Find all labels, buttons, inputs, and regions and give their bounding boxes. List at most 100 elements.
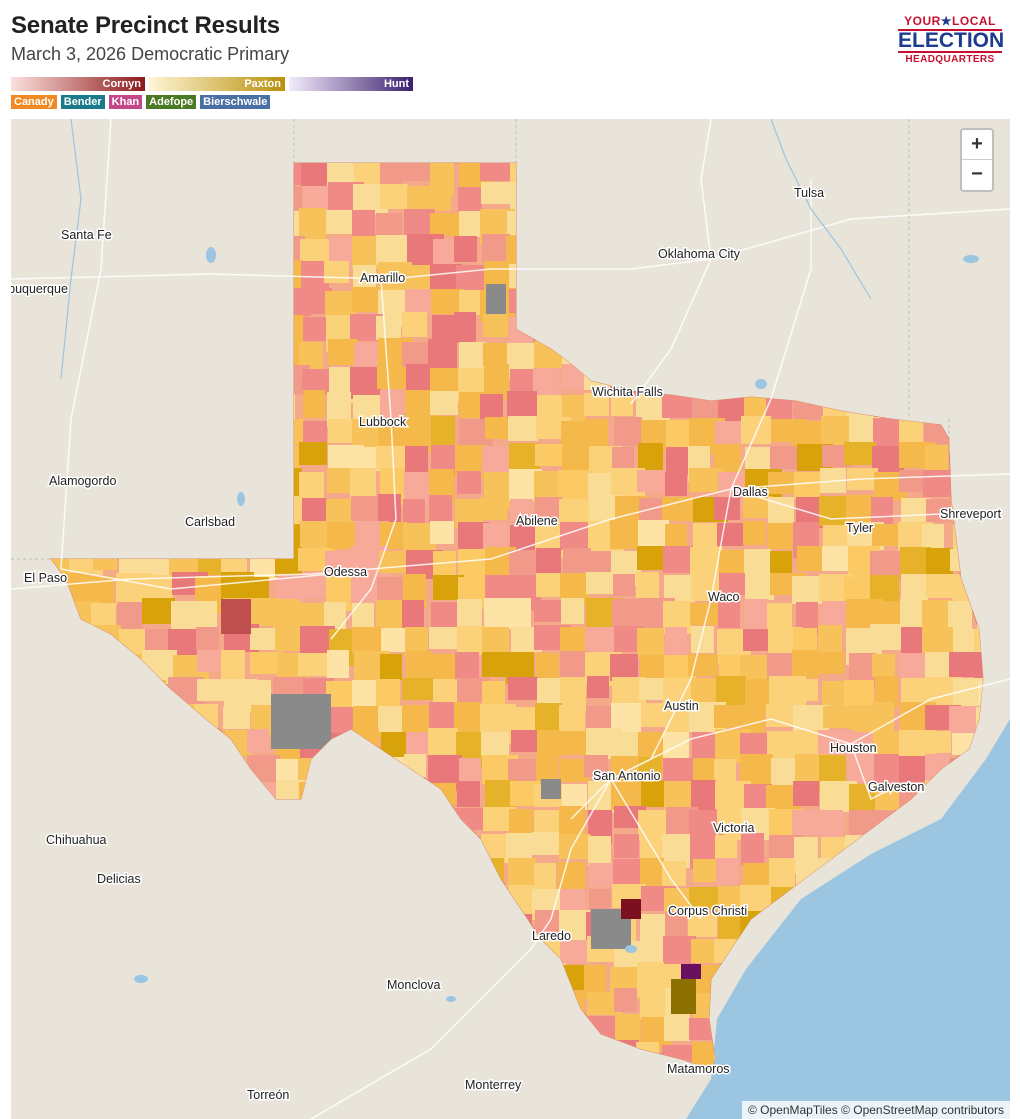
precinct-cell bbox=[147, 444, 178, 476]
precinct-cell bbox=[926, 499, 959, 522]
precinct-cell bbox=[171, 991, 198, 1020]
legend-chip-bierschwale: Bierschwale bbox=[200, 95, 271, 109]
map-canvas[interactable]: Santa Fe Albuquerque Tulsa Oklahoma City Ama… bbox=[11, 119, 1010, 1119]
precinct-cell bbox=[821, 163, 851, 189]
precinct-cell bbox=[871, 263, 900, 285]
precinct-cell bbox=[51, 704, 68, 739]
precinct-cell bbox=[454, 312, 476, 343]
precinct-cell bbox=[588, 836, 611, 866]
precinct-cell bbox=[796, 369, 822, 392]
precinct-cell bbox=[664, 366, 692, 391]
precinct-cell bbox=[562, 784, 587, 810]
precinct-cell bbox=[922, 524, 944, 552]
precinct-cell bbox=[664, 1016, 690, 1041]
precinct-cell bbox=[51, 419, 69, 449]
precinct-cell bbox=[534, 234, 560, 266]
precinct-cell bbox=[277, 260, 303, 290]
map-attribution[interactable]: © OpenMapTiles © OpenStreetMap contribut… bbox=[741, 1101, 1010, 1119]
city-label: Houston bbox=[830, 741, 877, 755]
precinct-cell bbox=[121, 208, 156, 240]
precinct-cell bbox=[65, 338, 93, 373]
precinct-cell bbox=[429, 495, 452, 523]
precinct-cell bbox=[173, 704, 195, 738]
legend-ramp-label: Cornyn bbox=[102, 78, 142, 90]
precinct-cell bbox=[303, 885, 331, 908]
precinct-cell bbox=[922, 366, 946, 390]
precinct-cell bbox=[303, 390, 325, 418]
precinct-cell bbox=[249, 937, 274, 966]
precinct-cell bbox=[610, 654, 638, 681]
precinct-cell bbox=[51, 886, 74, 912]
precinct-cell bbox=[354, 163, 385, 184]
precinct-cell bbox=[949, 287, 983, 318]
precinct-cell bbox=[51, 444, 68, 467]
precinct-cell bbox=[328, 938, 360, 970]
precinct-cell bbox=[51, 342, 65, 364]
precinct-cell bbox=[376, 1041, 404, 1063]
precinct-cell bbox=[741, 313, 778, 349]
precinct-cell bbox=[481, 1042, 513, 1069]
city-label: Dallas bbox=[733, 485, 768, 499]
precinct-cell bbox=[326, 1044, 349, 1068]
map-svg[interactable]: Santa Fe Albuquerque Tulsa Oklahoma City Ama… bbox=[11, 119, 1010, 1119]
precinct-cell bbox=[743, 496, 772, 518]
precinct-cell bbox=[536, 756, 558, 785]
precinct-cell bbox=[198, 339, 229, 374]
precinct-cell bbox=[298, 1018, 324, 1041]
precinct-cell bbox=[561, 212, 593, 234]
precinct-cell bbox=[844, 186, 876, 214]
precinct-cell bbox=[92, 911, 125, 940]
precinct-cell bbox=[51, 627, 65, 649]
precinct-cell bbox=[458, 1014, 488, 1045]
precinct-cell bbox=[121, 163, 144, 190]
precinct-cell bbox=[771, 342, 794, 374]
precinct-cell bbox=[584, 264, 612, 288]
precinct-cell bbox=[636, 1042, 659, 1067]
precinct-cell bbox=[485, 417, 514, 439]
precinct-cell bbox=[64, 886, 96, 913]
precinct-cell bbox=[93, 653, 128, 677]
precinct-cell bbox=[145, 315, 177, 346]
precinct-cell bbox=[51, 524, 63, 546]
precinct-cell bbox=[275, 547, 302, 577]
precinct-cell bbox=[457, 861, 483, 892]
precinct-cell bbox=[94, 1014, 130, 1051]
precinct-cell bbox=[532, 832, 559, 855]
precinct-cell bbox=[743, 521, 766, 545]
city-label: Oklahoma City bbox=[658, 247, 741, 261]
precinct-cell bbox=[67, 706, 102, 741]
precinct-cell bbox=[92, 313, 126, 339]
zoom-out-button[interactable]: − bbox=[971, 163, 983, 185]
precinct-cell bbox=[689, 887, 719, 910]
rivers bbox=[60, 119, 872, 380]
precinct-cell bbox=[118, 988, 143, 1023]
precinct-cell bbox=[822, 445, 851, 467]
brand-logo[interactable]: YOUR★LOCAL ELECTION HEADQUARTERS bbox=[898, 14, 1004, 65]
precinct-cell bbox=[927, 261, 949, 289]
precinct-cell bbox=[688, 187, 725, 209]
precinct-cell bbox=[667, 163, 701, 189]
precinct-cell bbox=[170, 261, 202, 284]
precinct-cell bbox=[117, 602, 143, 633]
precinct-cell bbox=[689, 260, 724, 288]
precinct-cell bbox=[402, 312, 427, 337]
zoom-in-button[interactable]: + bbox=[962, 130, 992, 160]
precinct-cell bbox=[689, 1018, 717, 1040]
precinct-cell bbox=[743, 629, 772, 651]
precinct-cell bbox=[535, 186, 568, 219]
city-labels: Santa Fe Albuquerque Tulsa Oklahoma City Ama… bbox=[11, 185, 1003, 1104]
precinct-cell bbox=[222, 757, 246, 793]
precinct-cell bbox=[769, 858, 795, 888]
precinct-cell bbox=[328, 807, 350, 842]
precinct-cell bbox=[195, 758, 226, 791]
precinct-cell bbox=[587, 992, 622, 1015]
precinct-cell bbox=[146, 234, 182, 267]
precinct-cell bbox=[430, 521, 454, 544]
precinct-cell bbox=[978, 681, 983, 703]
precinct-cell bbox=[222, 1019, 246, 1053]
precinct-cell bbox=[612, 265, 643, 297]
precinct-cell bbox=[925, 754, 949, 781]
city-label: Galveston bbox=[868, 780, 924, 794]
precinct-cell bbox=[951, 208, 983, 245]
precinct-cell bbox=[923, 341, 956, 364]
